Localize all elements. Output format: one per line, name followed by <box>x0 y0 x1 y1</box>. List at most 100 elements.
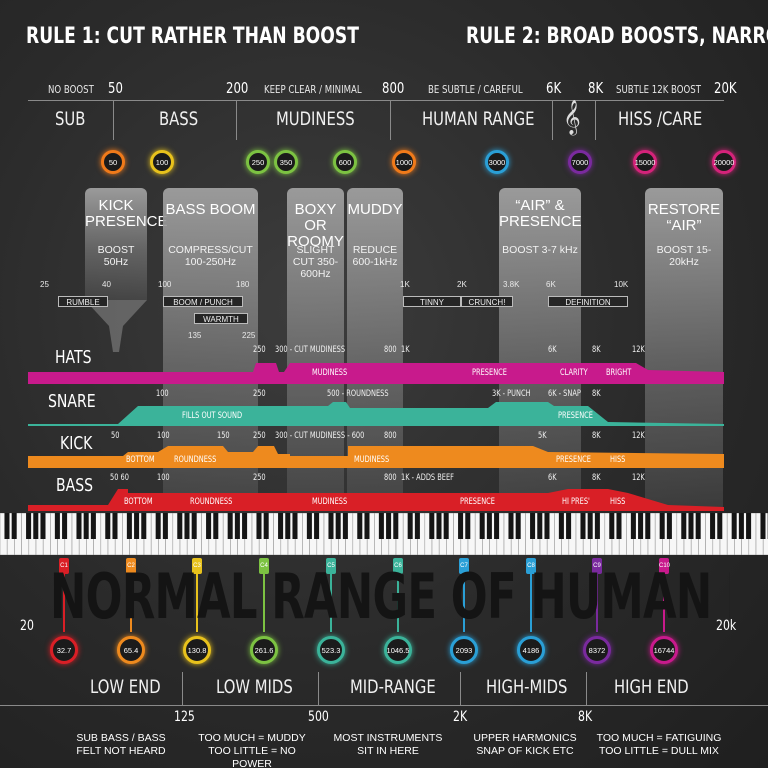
black-key <box>306 513 312 539</box>
freq-50: 50 <box>108 79 123 97</box>
freq-circle: 3000 <box>485 150 509 174</box>
black-key <box>206 513 212 539</box>
hearing-title: NORMAL RANGE OF HUMAN HEARING <box>50 566 730 628</box>
marker-line <box>263 574 265 632</box>
marker-line <box>196 574 198 632</box>
hats-tick: 300 - CUT MUDINESS <box>275 345 346 355</box>
black-key <box>105 513 111 539</box>
column-sub: REDUCE 600-1kHz <box>352 244 398 268</box>
black-key <box>393 513 399 539</box>
column-sub: BOOST 15-20kHz <box>656 244 712 268</box>
note-circle: 130.8 <box>183 636 211 664</box>
tick-6k: 6K <box>546 280 556 289</box>
marker-line <box>130 574 132 632</box>
snare-fills: FILLS OUT SOUND <box>182 411 243 421</box>
snare-presence: PRESENCE <box>558 411 593 421</box>
note-circle: 8372 <box>583 636 611 664</box>
hearing-title-box: NORMAL RANGE OF HUMAN HEARING <box>50 566 730 628</box>
kick-bottom: BOTTOM <box>126 455 155 465</box>
kick-tick: 800 <box>384 431 397 441</box>
black-key <box>630 513 636 539</box>
octave-marker: C4 <box>259 558 269 574</box>
bass-bottom: BOTTOM <box>124 497 153 507</box>
tick-10k: 10K <box>614 280 629 289</box>
freq-800: 800 <box>382 79 405 97</box>
range-low-mids: LOW MIDS <box>216 676 293 698</box>
bass-roundness: ROUNDNESS <box>190 497 233 507</box>
marker-line <box>397 574 399 632</box>
freq-circle: 250 <box>246 150 270 174</box>
divider <box>552 100 553 140</box>
black-key <box>234 513 240 539</box>
black-key <box>609 513 615 539</box>
divider <box>113 100 114 140</box>
hats-tick: 800 <box>384 345 397 355</box>
kick-tick: 8K <box>592 431 601 441</box>
black-key <box>213 513 219 539</box>
black-key <box>508 513 514 539</box>
hearing-left: 20 <box>20 618 34 634</box>
black-key <box>760 513 766 539</box>
kick-tick: 50 <box>111 431 120 441</box>
note-circle: 2093 <box>450 636 478 664</box>
black-key <box>292 513 298 539</box>
bass-tick: 50 60 <box>110 473 129 483</box>
black-key <box>155 513 161 539</box>
black-key <box>177 513 183 539</box>
octave-marker: C7 <box>459 558 469 574</box>
tick-225: 225 <box>242 331 256 340</box>
snare-tick: 500 - ROUNDNESS <box>327 389 389 399</box>
bass-tick: 12K <box>632 473 645 483</box>
divider <box>595 100 596 140</box>
snare-tick: 3K - PUNCH <box>492 389 531 399</box>
kick-tick: 300 - CUT MUDINESS - 600 <box>275 431 365 441</box>
black-key <box>558 513 564 539</box>
tick-135: 135 <box>188 331 202 340</box>
bfreq-125: 125 <box>174 709 195 725</box>
column-sub: BOOST 50Hz <box>97 244 135 268</box>
column-sub: COMPRESS/CUT 100-250Hz <box>168 244 253 268</box>
bass-tick: 100 <box>157 473 170 483</box>
column-title: MUDDY <box>347 201 403 218</box>
black-key <box>227 513 233 539</box>
black-key <box>494 513 500 539</box>
subtle-12k-label: SUBTLE 12K BOOST <box>616 83 701 96</box>
black-key <box>429 513 435 539</box>
hats-tick: 6K <box>548 345 557 355</box>
tag-warmth: WARMTH <box>194 313 248 324</box>
black-key <box>710 513 716 539</box>
treble-clef-icon: 𝄞 <box>563 100 581 135</box>
bass-tick: 800 <box>384 473 397 483</box>
keep-clear-label: KEEP CLEAR / MINIMAL <box>264 83 362 96</box>
black-key <box>695 513 701 539</box>
hearing-right: 20k <box>716 618 737 634</box>
row-hats: HATS <box>55 347 92 368</box>
note-circle: 32.7 <box>50 636 78 664</box>
divider <box>182 672 183 706</box>
black-key <box>580 513 586 539</box>
black-key <box>83 513 89 539</box>
kick-tick: 5K <box>538 431 547 441</box>
black-key <box>378 513 384 539</box>
hats-tick: 250 <box>253 345 266 355</box>
black-key <box>335 513 341 539</box>
black-key <box>666 513 672 539</box>
tick-2k: 2K <box>457 280 467 289</box>
black-key <box>263 513 269 539</box>
snare-tick: 8K <box>592 389 601 399</box>
tick-25: 25 <box>40 280 49 289</box>
column-sub: BOOST 3-7 kHz <box>502 244 578 256</box>
note-circle: 16744 <box>650 636 678 664</box>
octave-marker: C8 <box>526 558 536 574</box>
kick-tick: 250 <box>253 431 266 441</box>
freq-200: 200 <box>226 79 249 97</box>
range-low-end: LOW END <box>90 676 161 698</box>
bfreq-2k: 2K <box>453 709 468 725</box>
column-title: BASS BOOM <box>165 201 256 218</box>
hats-clarity: CLARITY <box>560 368 588 378</box>
black-key <box>616 513 622 539</box>
black-key <box>386 513 392 539</box>
black-key <box>731 513 737 539</box>
note-high-mids: UPPER HARMONICS SNAP OF KICK ETC <box>473 732 577 757</box>
black-key <box>407 513 413 539</box>
